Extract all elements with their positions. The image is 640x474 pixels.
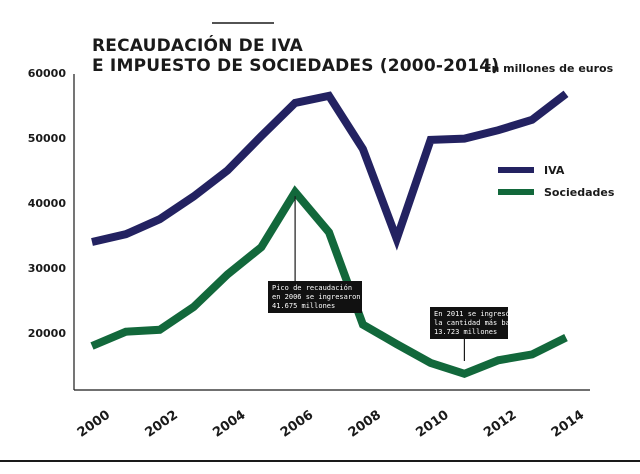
y-tick-label: 30000 xyxy=(28,262,67,275)
chart-title-line-1: RECAUDACIÓN DE IVA xyxy=(92,34,304,56)
legend-label-iva: IVA xyxy=(544,164,565,177)
annotation-line: 41.675 millones xyxy=(272,302,335,310)
annotation-line: En 2011 se ingresó xyxy=(434,310,510,318)
y-tick-label: 50000 xyxy=(28,132,67,145)
y-tick-label: 20000 xyxy=(28,327,67,340)
annotation-box xyxy=(268,281,362,313)
legend: IVA Sociedades xyxy=(498,164,615,199)
x-tick-label: 2004 xyxy=(210,408,248,441)
annotation-line: la cantidad más baja xyxy=(434,319,518,327)
chart-title-line-2: E IMPUESTO DE SOCIEDADES (2000-2014) xyxy=(92,56,499,76)
annotation-line: en 2006 se ingresaron xyxy=(272,293,361,301)
annotation-line: Pico de recaudación xyxy=(272,284,352,292)
units-note: En millones de euros xyxy=(484,62,614,75)
annotation-box xyxy=(430,307,508,339)
x-tick-labels: 2000 2002 2004 2006 2008 2010 2012 2014 xyxy=(75,408,587,441)
annotation-peak-2006: Pico de recaudación en 2006 se ingresaro… xyxy=(268,196,362,313)
legend-label-sociedades: Sociedades xyxy=(544,186,615,199)
x-tick-label: 2006 xyxy=(278,408,316,441)
x-tick-label: 2010 xyxy=(413,408,451,441)
legend-swatch-sociedades xyxy=(498,189,534,195)
series-line-iva xyxy=(91,90,569,251)
annotation-line: 13.723 millones xyxy=(434,328,497,336)
x-tick-label: 2014 xyxy=(549,408,587,441)
y-tick-labels: 20000 30000 40000 50000 60000 xyxy=(28,67,67,340)
x-tick-label: 2008 xyxy=(346,408,384,441)
legend-swatch-iva xyxy=(498,167,534,173)
x-tick-label: 2002 xyxy=(143,408,181,441)
bottom-rule xyxy=(0,460,640,462)
series-line-sociedades xyxy=(90,185,568,379)
y-tick-label: 60000 xyxy=(28,67,67,80)
annotation-low-2011: En 2011 se ingresó la cantidad más baja … xyxy=(430,307,518,361)
x-tick-label: 2012 xyxy=(481,408,519,441)
y-tick-label: 40000 xyxy=(28,197,67,210)
x-tick-label: 2000 xyxy=(75,408,113,441)
